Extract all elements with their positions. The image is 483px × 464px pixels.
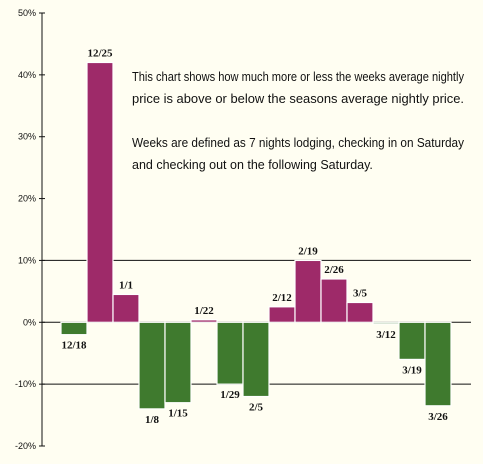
bar-label: 1/29 [220,389,240,401]
y-tick-label: -10% [15,379,36,389]
bar-label: 2/26 [324,264,344,276]
y-tick-label: -20% [15,441,36,451]
bar-label: 12/25 [87,47,113,59]
bar-label: 3/12 [376,329,396,341]
bar-label: 2/5 [249,402,264,414]
bar [346,301,374,323]
bar [190,319,218,323]
bar [268,306,296,323]
bar [216,321,244,385]
bar-label: 2/19 [298,245,318,257]
bar [372,321,400,325]
annotation-text: This chart shows how much more or less t… [132,70,465,172]
bar [112,293,140,323]
annotation-line: Weeks are defined as 7 nights lodging, c… [132,136,465,150]
y-tick-label: 50% [18,8,36,18]
annotation-line: and checking out on the following Saturd… [132,158,373,172]
bar-label: 2/12 [272,292,292,304]
bar-label: 1/1 [119,279,133,291]
bar [320,278,348,323]
bar [294,259,322,323]
bar [398,321,426,360]
bar [86,61,114,323]
bar-label: 12/18 [61,340,87,352]
bar [164,321,192,404]
y-tick-label: 10% [18,255,36,265]
y-tick-label: 30% [18,132,36,142]
annotation-line: This chart shows how much more or less t… [132,70,465,84]
bar-label: 3/5 [353,287,368,299]
bar-label: 1/22 [194,305,214,317]
annotation-line: price is above or below the seasons aver… [132,92,464,106]
y-axis-ticks: -20% -10% 0% 10% 20% 30% 40% 50% [15,8,45,451]
bar [242,321,270,398]
bar-label: 3/19 [402,364,422,376]
bar-label: 3/26 [428,411,448,423]
y-tick-label: 0% [23,317,36,327]
bar [424,321,452,407]
bar-label: 1/8 [145,414,160,426]
bar [138,321,166,410]
bar-label: 1/15 [168,408,188,420]
bars [60,61,452,410]
bar [60,321,88,336]
y-tick-label: 40% [18,70,36,80]
y-tick-label: 20% [18,194,36,204]
bar-labels: 12/18 12/25 1/1 1/8 1/15 1/22 1/29 2/5 2/12 2/19 2… [61,47,448,425]
